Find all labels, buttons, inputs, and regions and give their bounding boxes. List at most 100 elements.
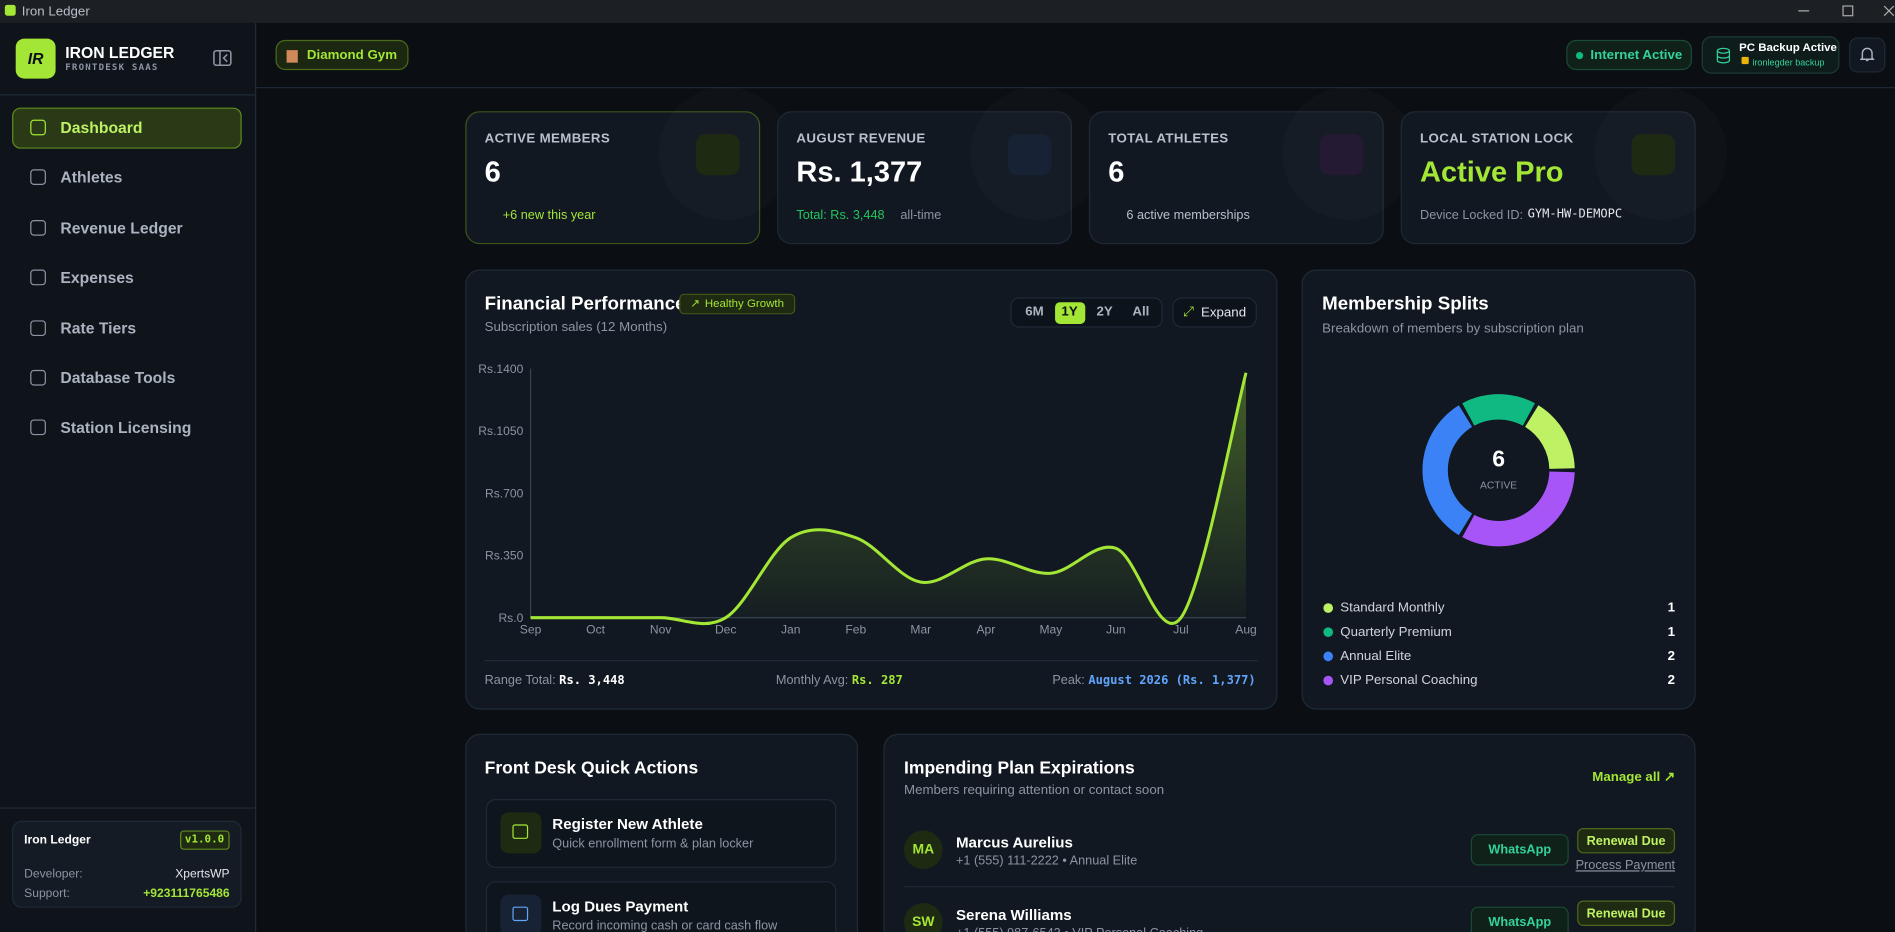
stat-icon <box>1319 134 1364 176</box>
manage-all[interactable]: Manage all ↗ <box>1592 770 1676 785</box>
developer-label: Developer: <box>24 867 83 882</box>
action-icon <box>500 812 542 854</box>
stat-label: ACTIVE MEMBERS <box>484 131 611 147</box>
stat-icon <box>696 134 740 176</box>
nav-item[interactable]: Dashboard <box>60 118 143 137</box>
nav-icon <box>30 419 46 436</box>
nav-item[interactable]: Revenue Ledger <box>60 218 183 237</box>
stat-label: AUGUST REVENUE <box>796 131 926 147</box>
range-button[interactable]: 1Y <box>1061 304 1078 320</box>
x-tick-label: Aug <box>1235 622 1256 636</box>
range-button[interactable]: All <box>1132 304 1150 320</box>
range-button[interactable]: 6M <box>1025 304 1044 320</box>
action-title: Register New Athlete <box>552 815 703 833</box>
footer-name: Iron Ledger <box>24 834 91 848</box>
whatsapp-button[interactable]: WhatsApp <box>1470 906 1569 932</box>
brand: IRON LEDGER <box>65 43 175 62</box>
avg-label: Monthly Avg: <box>775 673 849 688</box>
logo: IR <box>15 38 56 79</box>
window-controls[interactable] <box>1789 0 1895 23</box>
nav-icon <box>30 119 46 136</box>
donut-segment <box>1462 471 1575 547</box>
summary-peak: Peak: August 2026 (Rs. 1,377) <box>1052 673 1255 688</box>
collapse-button[interactable] <box>213 49 232 67</box>
divider <box>0 94 256 96</box>
folder-icon <box>1741 56 1749 65</box>
expand-button[interactable]: ⤢ Expand <box>1172 297 1257 328</box>
process-payment[interactable]: Process Payment <box>1575 858 1676 873</box>
avg-value: Rs. 287 <box>851 674 903 688</box>
action-glyph <box>512 824 529 839</box>
donut-center: 6 <box>1492 447 1505 473</box>
donut-caption: ACTIVE <box>1480 478 1518 491</box>
stat-label: TOTAL ATHLETES <box>1108 131 1229 147</box>
y-tick-label: Rs.1400 <box>478 362 523 376</box>
action-glyph <box>512 906 529 922</box>
window-title: Iron Ledger <box>21 4 90 20</box>
internet-status: Internet Active <box>1590 47 1683 63</box>
backup-title: PC Backup Active <box>1739 41 1837 55</box>
stat-note: all-time <box>900 207 942 223</box>
stat-card <box>465 111 761 245</box>
nav-active[interactable] <box>12 107 242 149</box>
divider <box>0 807 256 809</box>
nav-item[interactable]: Station Licensing <box>60 418 192 437</box>
growth-badge: ↗ Healthy Growth <box>679 293 796 315</box>
x-tick-label: Apr <box>976 622 995 636</box>
stat-note-strong: Total: Rs. 3,448 <box>796 207 885 223</box>
x-tick-label: May <box>1039 622 1063 636</box>
area <box>530 372 1247 624</box>
action-item[interactable] <box>485 799 837 868</box>
legend-value: 1 <box>1667 600 1676 616</box>
action-subtitle: Record incoming cash or card cash flow <box>552 918 778 932</box>
nav-item[interactable]: Database Tools <box>60 368 176 387</box>
legend-value: 2 <box>1667 649 1676 664</box>
x-tick-label: Jan <box>781 622 800 636</box>
backup-pill[interactable] <box>1701 36 1840 74</box>
support: +923111765486 <box>143 887 230 901</box>
action-item[interactable] <box>485 881 837 932</box>
legend-dot <box>1323 651 1334 662</box>
x-tick-label: Nov <box>650 622 671 636</box>
legend-label: Annual Elite <box>1340 649 1412 664</box>
avatar: MA <box>903 830 943 870</box>
x-tick-label: Dec <box>715 622 736 636</box>
gym-pill[interactable]: ▆ Diamond Gym <box>275 39 409 71</box>
whatsapp-button[interactable]: WhatsApp <box>1470 834 1569 866</box>
gym-icon: ▆ <box>286 48 298 63</box>
stat-icon <box>1007 134 1052 176</box>
range-button[interactable]: 2Y <box>1096 304 1113 320</box>
peak-label: Peak: <box>1052 673 1085 688</box>
sidebar <box>0 22 257 932</box>
badge-text: Healthy Growth <box>704 297 785 311</box>
bell-button[interactable] <box>1849 37 1886 73</box>
stat-value: Active Pro <box>1420 155 1564 189</box>
member-name: Marcus Aurelius <box>955 834 1073 851</box>
app-icon <box>4 4 16 16</box>
legend-dot <box>1323 603 1334 613</box>
trend-icon: ↗ <box>690 297 701 311</box>
stat-card <box>1400 111 1696 245</box>
nav-icon <box>30 369 46 386</box>
pie-subtitle: Breakdown of members by subscription pla… <box>1322 321 1584 337</box>
gym-name: Diamond Gym <box>306 47 398 63</box>
x-tick-label: Jun <box>1106 622 1125 636</box>
nav-item[interactable]: Athletes <box>60 168 123 187</box>
topbar-border <box>256 87 1895 89</box>
legend-label: Quarterly Premium <box>1340 624 1452 640</box>
member-detail: +1 (555) 111-2222 • Annual Elite <box>955 853 1138 868</box>
stat-value: Rs. 1,377 <box>796 155 923 189</box>
range-active[interactable] <box>1055 302 1086 324</box>
nav-item[interactable]: Expenses <box>60 268 134 287</box>
pie-title: Membership Splits <box>1322 293 1489 315</box>
legend-value: 2 <box>1667 673 1676 688</box>
x-tick-label: Oct <box>586 622 605 636</box>
qa-title: Front Desk Quick Actions <box>484 759 699 779</box>
legend-label: VIP Personal Coaching <box>1340 673 1478 688</box>
stat-card <box>777 111 1072 245</box>
nav-item[interactable]: Rate Tiers <box>60 319 137 338</box>
member-name: Serena Williams <box>955 906 1072 924</box>
y-tick-label: Rs.1050 <box>478 424 523 438</box>
exp-title: Impending Plan Expirations <box>903 759 1135 779</box>
